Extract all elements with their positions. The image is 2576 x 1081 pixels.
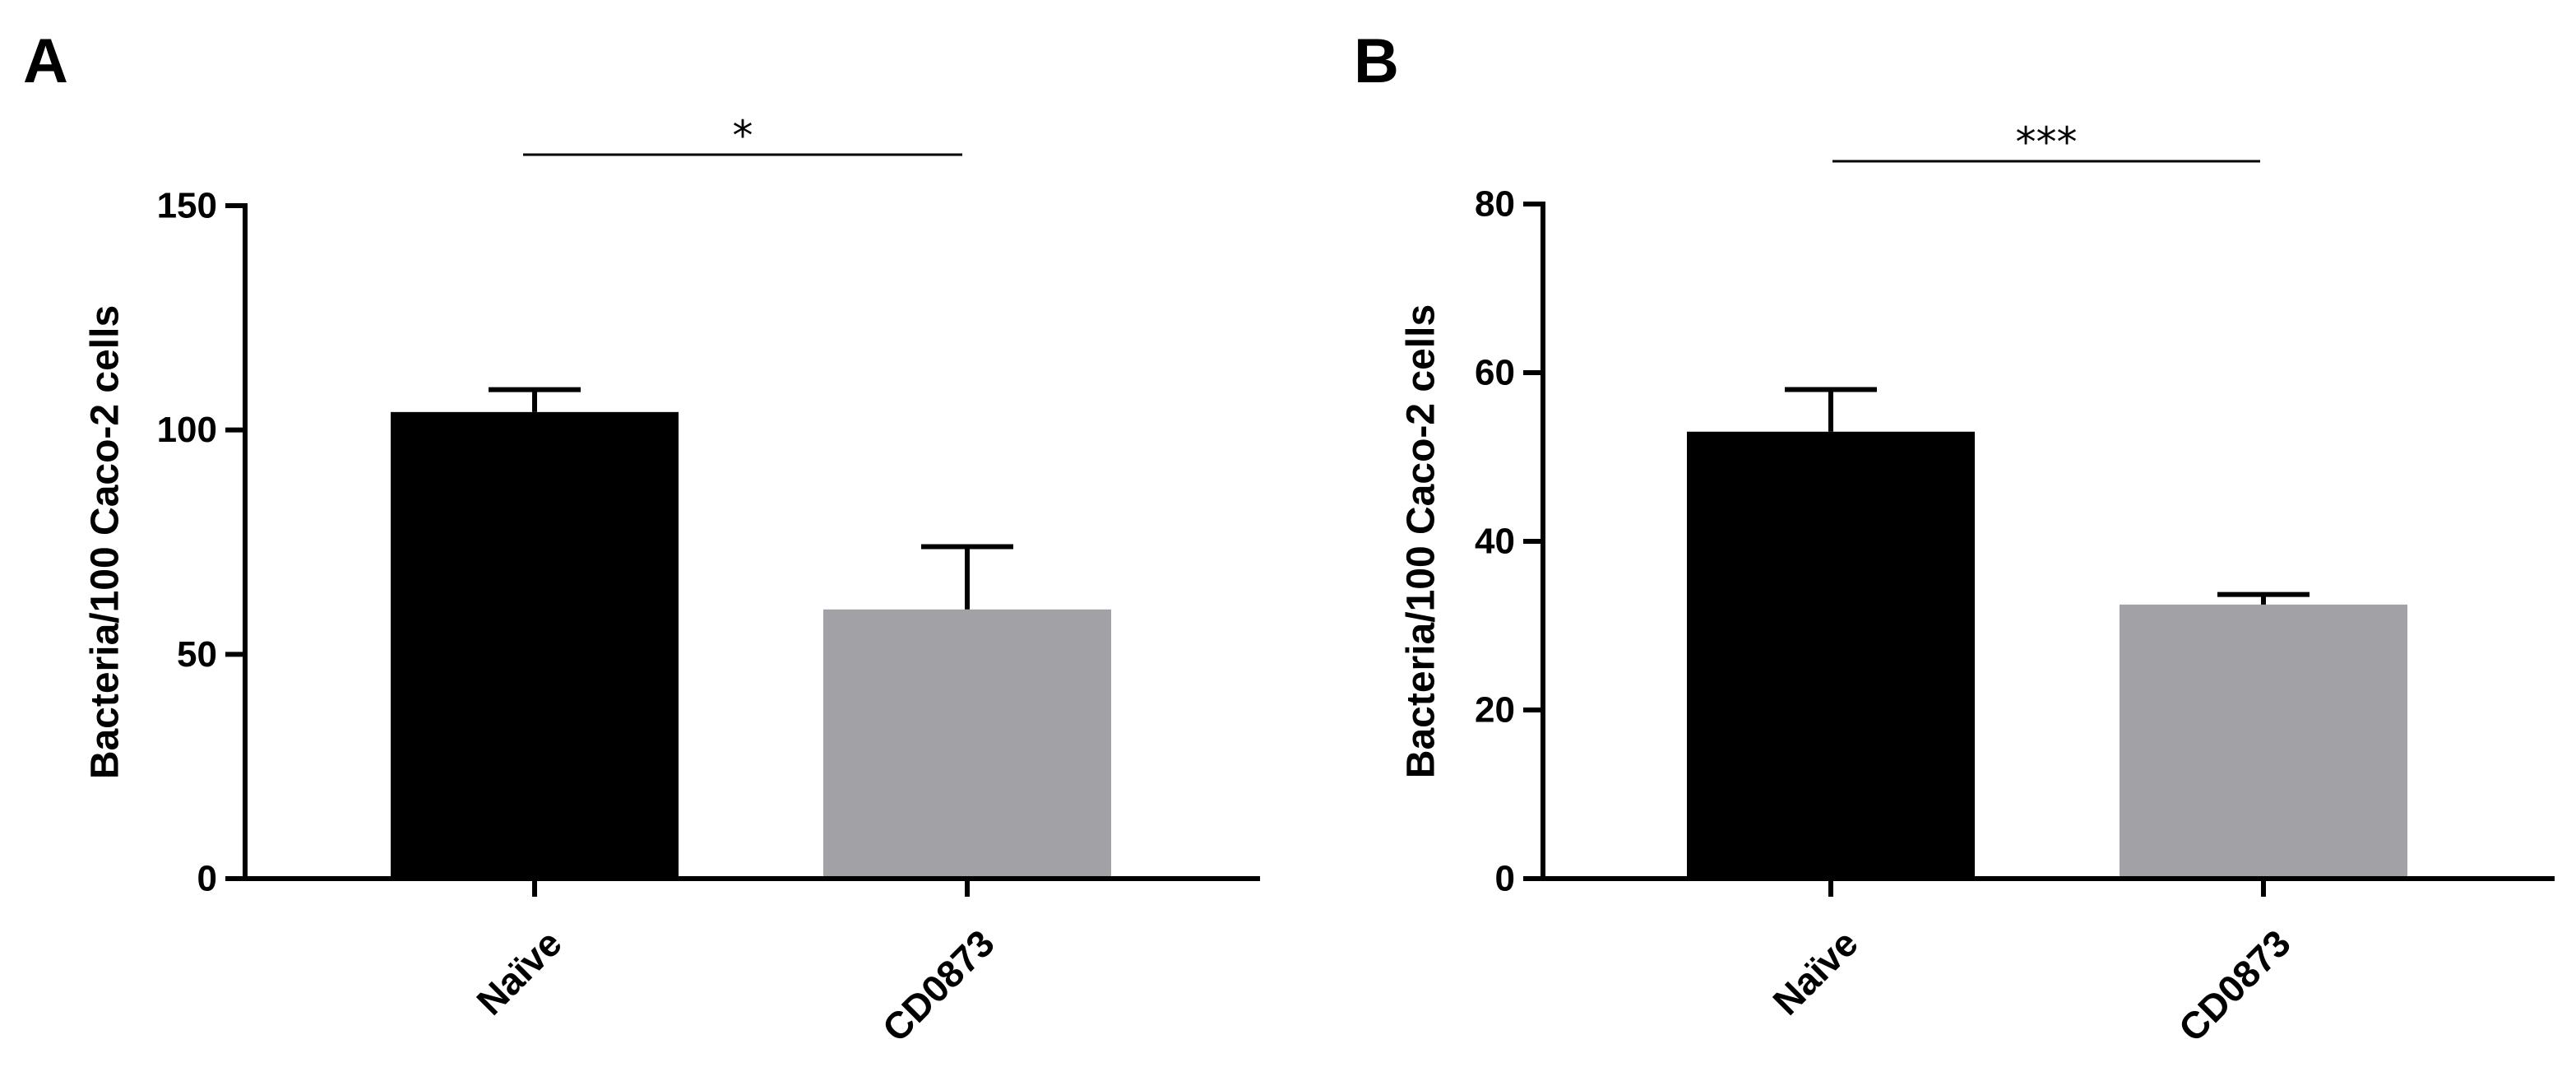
significance-label: *	[733, 112, 753, 160]
y-tick-label: 40	[1475, 522, 1515, 562]
y-axis-title: Bacteria/100 Caco-2 cells	[84, 305, 127, 779]
chart-panel-a: A Naïve CD0873 0 50 100 150 Bacteria/100 Caco-2…	[23, 26, 1260, 1050]
y-tick-label: 50	[177, 634, 217, 675]
panel-letter: B	[1354, 26, 1399, 96]
bar-cd0873	[2120, 604, 2407, 879]
y-tick-label: 60	[1475, 353, 1515, 393]
y-tick-label: 0	[1495, 859, 1515, 899]
y-tick-label: 150	[157, 186, 217, 226]
y-axis-title: Bacteria/100 Caco-2 cells	[1400, 304, 1443, 778]
bar-naive	[1687, 431, 1975, 879]
panel-letter: A	[23, 26, 68, 96]
chart-panel-b: B Naïve CD0873 0 20 40 60 80 Bacteria/100 Caco-2…	[1354, 26, 2555, 1050]
bar-naive	[391, 411, 679, 879]
category-label: Naïve	[1764, 921, 1866, 1023]
y-tick-label: 80	[1475, 184, 1515, 225]
y-tick-label: 0	[197, 859, 217, 899]
category-label: Naïve	[468, 921, 570, 1023]
category-label: CD0873	[874, 921, 1003, 1050]
y-tick-label: 100	[157, 410, 217, 450]
y-tick-label: 20	[1475, 690, 1515, 731]
bar-cd0873	[823, 609, 1111, 879]
significance-label: ***	[2016, 118, 2078, 166]
category-label: CD0873	[2171, 921, 2299, 1050]
